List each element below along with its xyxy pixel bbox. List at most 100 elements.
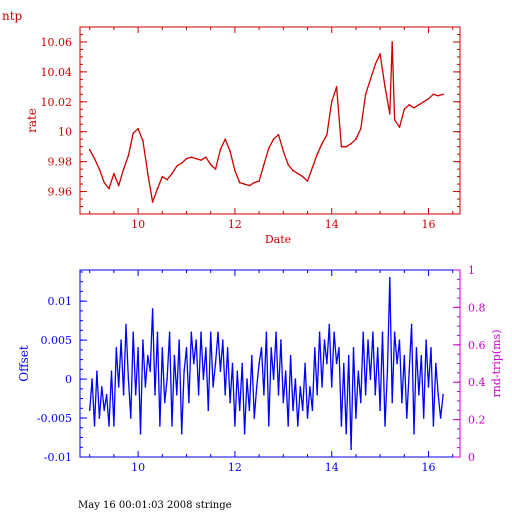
data-point [166,178,168,181]
data-point [241,362,243,365]
data-point [405,417,408,419]
data-point [113,172,115,175]
y-axis-label: Offset [17,345,31,382]
data-point [168,331,171,334]
data-point [311,166,314,169]
data-point [108,187,110,190]
data-point [132,331,135,334]
x-tick-label: 14 [325,461,339,474]
data-point [224,138,227,140]
data-point [442,393,444,396]
data-point [267,425,270,427]
data-point [142,139,144,142]
data-point [299,386,302,388]
data-point [284,370,287,373]
x-tick-label: 14 [325,218,339,231]
data-point [318,331,321,334]
data-point [389,276,391,279]
data-point [163,401,166,404]
data-point [442,93,444,96]
data-point [91,378,93,380]
data-point [214,362,217,365]
data-point [183,370,185,373]
data-point [355,417,357,419]
data-point [212,386,214,388]
data-point [146,172,149,175]
data-point [369,378,372,380]
series-line-0 [89,41,444,203]
data-point [231,362,234,365]
data-point [209,163,212,166]
y-axis-label: rate [25,108,39,133]
data-point [277,133,280,136]
series-line-0 [89,277,444,450]
y2-tick-label: 0.6 [468,339,486,352]
data-point [415,347,418,349]
data-point [108,425,110,427]
data-point [159,425,161,427]
y-tick-label: 9.98 [48,156,73,169]
data-point [200,331,202,334]
data-point [234,169,236,172]
data-point [359,401,362,404]
y2-tick-label: 0.8 [468,301,486,314]
data-point [144,386,147,388]
x-axis-label: Date [265,233,291,246]
data-point [180,432,183,435]
data-point [192,362,195,365]
data-point [374,63,377,66]
data-point [301,409,304,412]
data-point [418,393,420,396]
data-point [386,370,389,373]
y-tick-label: 10.02 [41,96,73,109]
data-point [393,331,396,334]
data-point [343,362,345,365]
data-point [127,378,130,380]
data-point [379,53,381,55]
data-point [224,393,227,396]
data-point [270,347,273,349]
data-point [260,347,263,349]
rate-chart: 10 12 14 16 9.96 9.98 10 10.02 10.04 10.06 Date rat… [25,26,461,246]
data-point [98,168,101,170]
data-point [195,157,197,160]
data-point [313,347,316,349]
data-point [280,339,282,341]
data-point [255,386,258,388]
data-point [190,156,193,158]
data-point [362,331,364,334]
y2-tick-label: 0.4 [468,376,486,389]
data-point [359,127,362,130]
data-point [120,339,122,341]
data-point [105,393,108,396]
data-point [188,401,190,404]
data-point [297,172,299,175]
data-point [408,103,410,106]
data-point [88,148,91,151]
data-point [246,378,248,380]
data-point [219,370,222,373]
data-point [326,362,328,365]
data-point [125,323,127,326]
data-point [289,354,292,357]
data-point [352,347,355,349]
data-point [238,181,241,184]
data-point [272,138,275,140]
y-tick-label: -0.005 [37,412,72,425]
data-point [156,331,159,334]
x-tick-label: 10 [131,461,145,474]
data-point [173,354,176,357]
data-point [321,142,323,145]
data-point [357,370,360,373]
data-point [93,157,96,160]
data-point [149,370,151,373]
data-point [437,393,440,396]
data-point [347,354,350,357]
data-point [132,132,135,135]
data-point [156,187,159,190]
data-point [311,409,314,412]
data-point [355,138,357,140]
data-point [408,370,410,373]
data-point [403,108,406,111]
data-point [292,409,294,412]
